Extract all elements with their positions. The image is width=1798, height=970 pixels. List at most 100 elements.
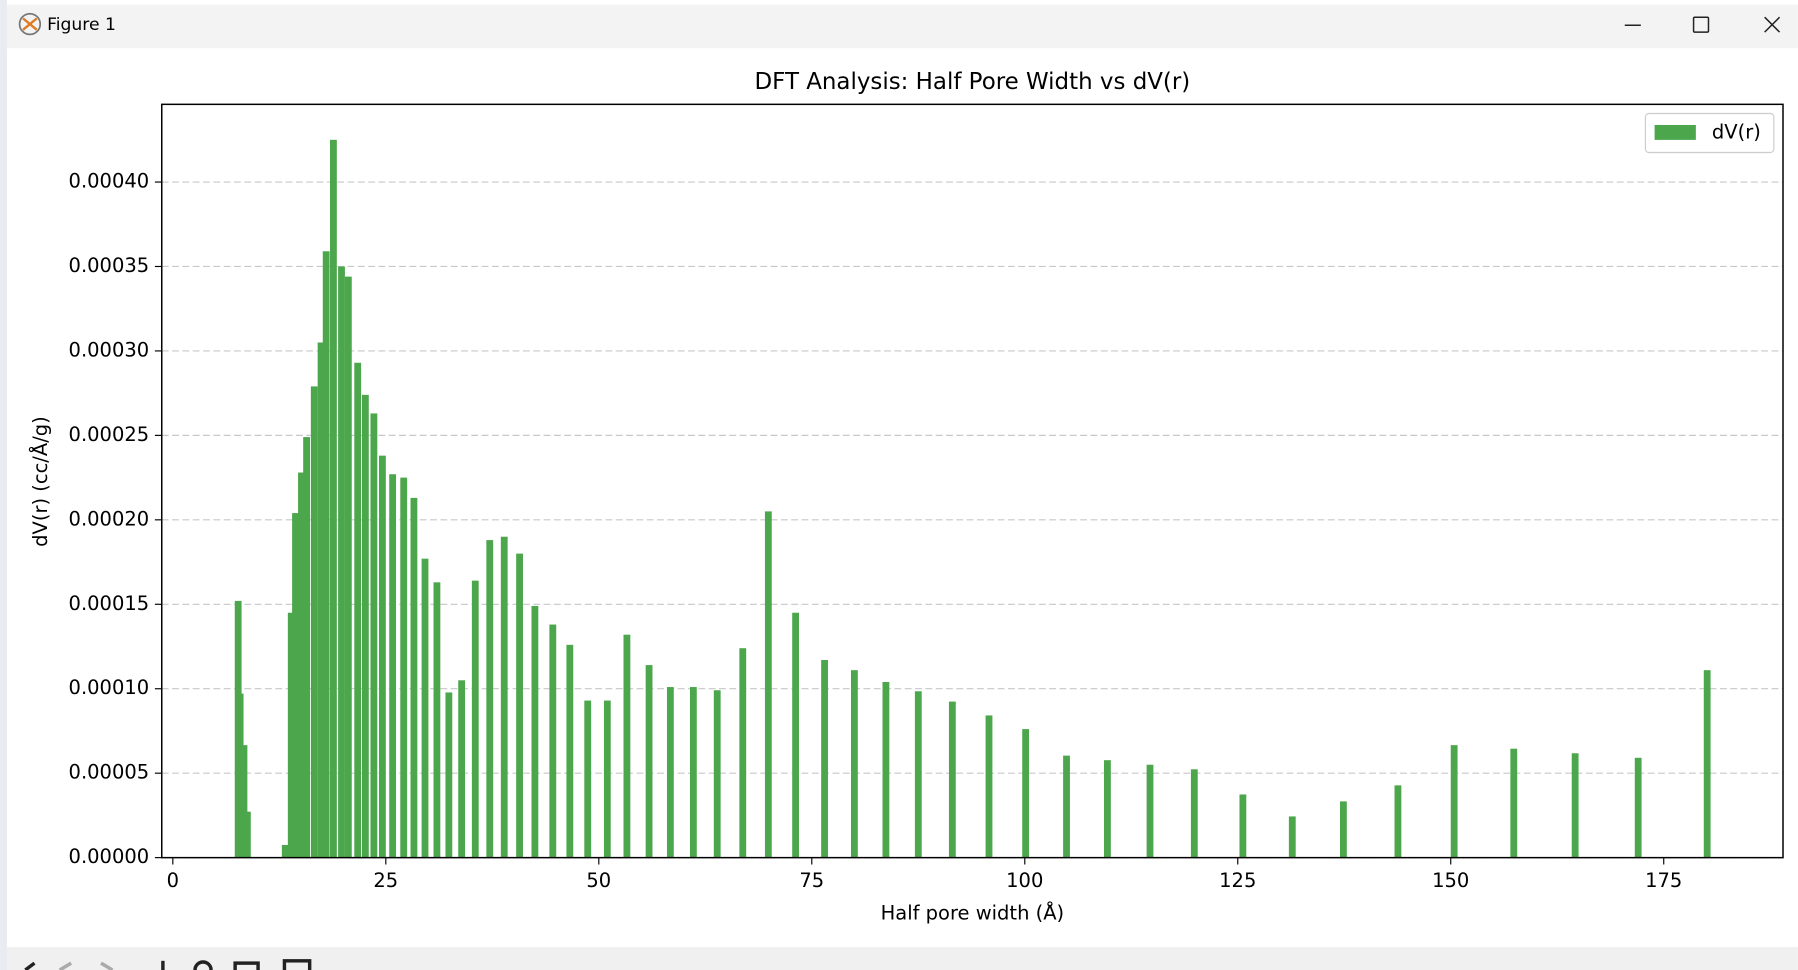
bar bbox=[344, 276, 352, 858]
bar bbox=[240, 745, 248, 858]
app-icon-mark bbox=[22, 17, 38, 31]
home-icon[interactable] bbox=[24, 961, 36, 970]
x-tick-label: 75 bbox=[799, 869, 824, 892]
y-axis-label: dV(r) (cc/Å/g) bbox=[29, 416, 52, 547]
legend-box bbox=[1644, 112, 1775, 154]
bar bbox=[1288, 816, 1296, 858]
bar bbox=[486, 540, 494, 858]
x-tick-label: 0 bbox=[167, 869, 179, 892]
bar bbox=[1703, 670, 1711, 858]
save-icon[interactable] bbox=[282, 959, 312, 970]
bar bbox=[500, 536, 508, 858]
bar bbox=[370, 413, 378, 858]
bar bbox=[433, 582, 441, 858]
bar bbox=[287, 612, 295, 858]
bar bbox=[821, 660, 828, 858]
bar bbox=[516, 553, 523, 858]
bar bbox=[1450, 745, 1458, 858]
bar bbox=[1104, 760, 1111, 858]
x-tick-label: 50 bbox=[586, 869, 611, 892]
toolbar-icons bbox=[24, 959, 312, 970]
zoom-icon[interactable] bbox=[193, 960, 213, 970]
y-tick-label: 0.00005 bbox=[69, 761, 150, 784]
x-tick-label: 25 bbox=[373, 869, 398, 892]
bar bbox=[281, 844, 289, 858]
bar bbox=[882, 681, 890, 858]
bar bbox=[236, 693, 244, 858]
bar bbox=[850, 670, 858, 858]
plot-area bbox=[161, 104, 1784, 858]
forward-icon[interactable] bbox=[100, 961, 114, 970]
bar bbox=[471, 580, 479, 858]
bar bbox=[1146, 764, 1154, 858]
bar bbox=[400, 477, 408, 858]
legend-label: dV(r) bbox=[1712, 121, 1761, 144]
bar bbox=[292, 513, 299, 858]
bar bbox=[1394, 785, 1402, 858]
close-button[interactable] bbox=[1764, 16, 1781, 33]
bar bbox=[713, 690, 721, 858]
bar bbox=[389, 474, 397, 858]
x-tick-label: 175 bbox=[1645, 869, 1682, 892]
bar bbox=[354, 362, 362, 858]
bar bbox=[1022, 729, 1030, 858]
window-title: Figure 1 bbox=[47, 15, 116, 35]
bar bbox=[549, 624, 557, 858]
title-bar bbox=[6, 4, 1798, 49]
bar bbox=[666, 687, 674, 858]
bar bbox=[303, 437, 310, 858]
y-tick-label: 0.00035 bbox=[69, 254, 150, 277]
x-tick-label: 125 bbox=[1219, 869, 1256, 892]
bar bbox=[298, 472, 305, 858]
app-icon bbox=[18, 12, 42, 36]
y-tick-label: 0.00015 bbox=[69, 592, 150, 615]
bar bbox=[603, 700, 611, 858]
y-tick-label: 0.00040 bbox=[69, 170, 150, 193]
bar bbox=[739, 648, 747, 858]
bar bbox=[584, 700, 592, 858]
bar bbox=[792, 612, 800, 858]
y-tick-label: 0.00010 bbox=[69, 676, 150, 699]
toolbar bbox=[6, 947, 1798, 970]
bar bbox=[531, 605, 539, 858]
bar bbox=[317, 342, 325, 858]
bar bbox=[948, 701, 956, 858]
x-tick-label: 100 bbox=[1006, 869, 1043, 892]
chart-title: DFT Analysis: Half Pore Width vs dV(r) bbox=[755, 69, 1191, 95]
bar bbox=[764, 511, 772, 858]
bar bbox=[445, 692, 453, 858]
bar bbox=[458, 680, 466, 858]
bar bbox=[985, 715, 993, 858]
bar bbox=[322, 251, 330, 858]
background-window-edge bbox=[0, 0, 7, 970]
bar bbox=[379, 455, 386, 858]
bar bbox=[1239, 794, 1247, 858]
bar bbox=[566, 644, 574, 858]
bar bbox=[330, 139, 337, 858]
back-icon[interactable] bbox=[58, 961, 73, 970]
x-axis-label: Half pore width (Å) bbox=[881, 901, 1065, 924]
bar bbox=[645, 665, 653, 858]
bar bbox=[421, 558, 429, 858]
bar bbox=[310, 386, 318, 858]
bar bbox=[1190, 769, 1198, 858]
bar bbox=[1634, 757, 1642, 858]
y-tick-label: 0.00030 bbox=[69, 338, 150, 361]
bar bbox=[914, 691, 922, 858]
maximize-button[interactable] bbox=[1692, 16, 1710, 33]
legend-swatch bbox=[1654, 124, 1696, 140]
bar bbox=[243, 811, 251, 858]
bar bbox=[1339, 801, 1347, 858]
bar bbox=[1510, 748, 1518, 858]
y-tick-label: 0.00025 bbox=[69, 423, 150, 446]
axes-frame bbox=[161, 103, 1784, 859]
bar bbox=[689, 687, 697, 858]
bar bbox=[623, 634, 631, 858]
y-tick-label: 0.00000 bbox=[69, 845, 150, 868]
subplots-icon[interactable] bbox=[233, 961, 260, 970]
bar bbox=[410, 497, 418, 858]
y-tick-label: 0.00020 bbox=[69, 507, 150, 530]
bar bbox=[338, 266, 345, 858]
x-tick-label: 150 bbox=[1432, 869, 1469, 892]
